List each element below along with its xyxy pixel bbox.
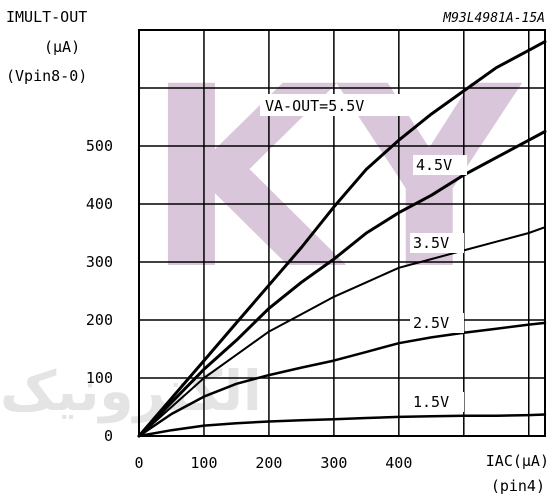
curves [137,40,547,438]
series-line-1.5V [137,413,547,438]
y-tick-label: 200 [86,311,113,329]
series-label-3.5V: 3.5V [413,234,449,252]
series-label-bg [410,233,464,253]
series-line-2.5V [137,321,547,438]
x-tick-label: 0 [134,454,143,472]
watermark: KY الكترونیک [0,33,523,424]
y-axis-label-line2: (µA) [44,38,80,56]
y-tick-label: 0 [104,427,113,445]
series-label-bg [410,313,464,333]
plot-frame [138,29,546,437]
series-label-bg [410,392,464,412]
series-line-5.5V [137,40,547,438]
series-label-4.5V: 4.5V [416,156,452,174]
x-tick-label: 200 [255,454,282,472]
legend-title-bg [260,94,424,116]
legend-title: VA-OUT=5.5V [265,97,364,115]
series-line-3.5V [138,226,546,437]
series-label-1.5V: 1.5V [413,393,449,411]
y-tick-label: 500 [86,137,113,155]
chart-title: M93L4981A-15A [442,11,545,26]
x-tick-label: 300 [320,454,347,472]
y-tick-label: 400 [86,195,113,213]
x-axis-label-line2: (pin4) [491,477,545,495]
y-axis-label-line3: (Vpin8-0) [6,67,87,85]
series-labels: 4.5V 3.5V 2.5V 1.5V [410,155,467,412]
y-tick-label: 100 [86,369,113,387]
y-axis-label-line1: IMULT-OUT [6,8,87,26]
x-axis-label-line1: IAC(µA) [486,452,549,470]
series-label-2.5V: 2.5V [413,314,449,332]
tick-labels: 0 100 200 300 400 0 100 200 300 400 500 [86,137,412,472]
x-tick-label: 400 [385,454,412,472]
series-line-4.5V [137,130,547,438]
series-label-bg [413,155,467,175]
x-tick-label: 100 [190,454,217,472]
watermark-arabic: الكترونیک [0,359,262,424]
y-tick-label: 300 [86,253,113,271]
